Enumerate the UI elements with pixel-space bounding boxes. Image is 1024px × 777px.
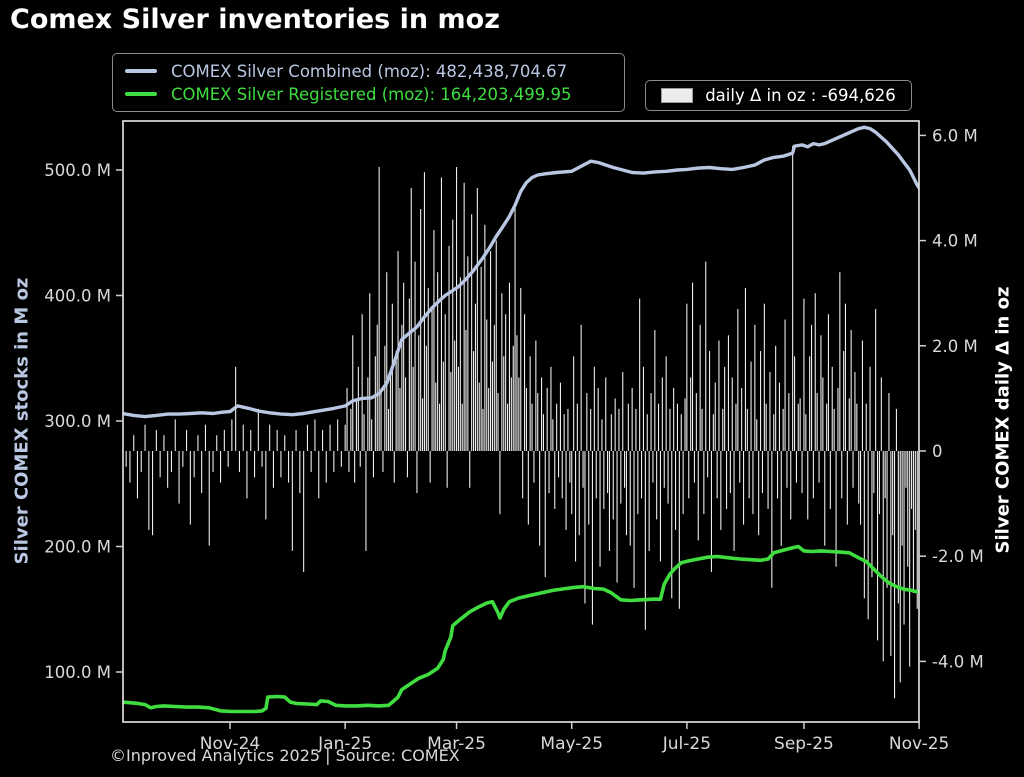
svg-text:2.0 M: 2.0 M	[932, 337, 978, 356]
legend-item-registered: COMEX Silver Registered (moz): 164,203,4…	[125, 85, 612, 104]
page-title: Comex Silver inventories in moz	[10, 4, 500, 35]
svg-text:Nov-25: Nov-25	[889, 734, 950, 754]
svg-text:100.0 M: 100.0 M	[44, 663, 111, 682]
footer-credit: ©Inproved Analytics 2025 | Source: COMEX	[110, 746, 460, 765]
legend-delta-label: daily Δ in oz : -694,626	[705, 86, 896, 105]
legend-registered-label: COMEX Silver Registered (moz): 164,203,4…	[171, 84, 572, 104]
combined-line-swatch	[125, 68, 157, 74]
svg-text:Jan-25: Jan-25	[317, 734, 372, 754]
left-axis-title: Silver COMEX stocks in M oz	[11, 277, 33, 565]
delta-bar-swatch	[661, 88, 694, 103]
svg-text:0: 0	[932, 442, 943, 461]
legend-combined-label: COMEX Silver Combined (moz): 482,438,704…	[171, 61, 568, 81]
svg-text:Nov-24: Nov-24	[200, 734, 261, 754]
svg-text:-2.0 M: -2.0 M	[932, 547, 984, 566]
svg-text:Mar-25: Mar-25	[427, 734, 486, 754]
svg-text:Sep-25: Sep-25	[774, 734, 834, 754]
svg-text:500.0 M: 500.0 M	[44, 161, 111, 180]
legend-daily-delta: daily Δ in oz : -694,626	[645, 80, 912, 111]
svg-text:200.0 M: 200.0 M	[44, 538, 111, 557]
registered-line-swatch	[125, 91, 157, 97]
svg-text:May-25: May-25	[540, 734, 603, 754]
legend-main: COMEX Silver Combined (moz): 482,438,704…	[112, 53, 625, 112]
svg-text:4.0 M: 4.0 M	[932, 232, 978, 251]
svg-text:-4.0 M: -4.0 M	[932, 652, 984, 671]
svg-text:Jul-25: Jul-25	[662, 734, 711, 754]
svg-text:400.0 M: 400.0 M	[44, 287, 111, 306]
svg-text:300.0 M: 300.0 M	[44, 412, 111, 431]
svg-text:6.0 M: 6.0 M	[932, 126, 978, 145]
legend-item-combined: COMEX Silver Combined (moz): 482,438,704…	[125, 62, 612, 81]
right-axis-title: Silver COMEX daily Δ in oz	[992, 286, 1014, 554]
